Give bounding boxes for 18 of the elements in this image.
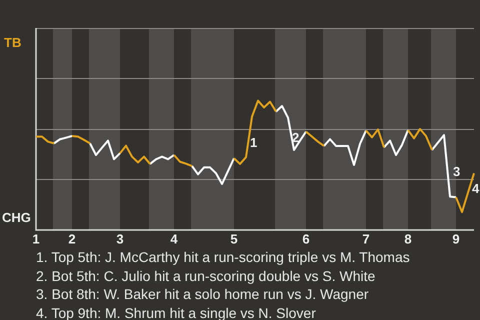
x-tick-label: 9 bbox=[452, 231, 460, 246]
annotation: 1 bbox=[250, 135, 258, 150]
annotation: 4 bbox=[472, 181, 480, 196]
text: CHG bbox=[2, 210, 31, 225]
annotation: 2 bbox=[292, 130, 300, 145]
x-tick-label: 2 bbox=[68, 231, 76, 246]
x-tick-label: 5 bbox=[230, 231, 238, 246]
x-tick-label: 8 bbox=[404, 231, 412, 246]
text: 1. Top 5th: J. McCarthy hit a run-scoring triple vs M. Thomas bbox=[36, 248, 411, 266]
x-tick-label: 3 bbox=[116, 231, 124, 246]
annotation: 3 bbox=[453, 164, 460, 179]
x-tick-label: 7 bbox=[362, 231, 370, 246]
x-tick-label: 4 bbox=[170, 231, 178, 246]
text: 2. Bot 5th: C. Julio hit a run-scoring double vs S. White bbox=[36, 266, 376, 285]
x-tick-label: 6 bbox=[302, 231, 310, 246]
text: 3. Bot 8th: W. Baker hit a solo home run vs J. Wagner bbox=[36, 285, 370, 304]
text: TB bbox=[4, 35, 22, 50]
x-tick-label: 1 bbox=[32, 231, 40, 246]
